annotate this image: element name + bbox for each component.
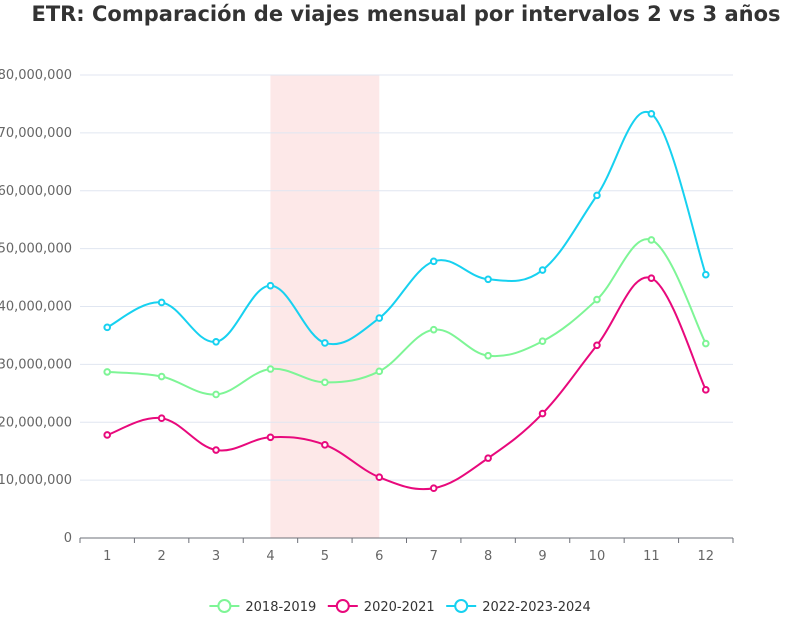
legend-marker	[335, 599, 350, 613]
data-point	[429, 257, 438, 266]
y-tick-label: 0	[64, 531, 72, 546]
data-point	[701, 339, 710, 348]
data-point	[212, 338, 220, 346]
data-point	[538, 266, 547, 274]
data-point	[593, 295, 601, 304]
data-point	[429, 484, 438, 493]
data-point	[375, 367, 384, 376]
series-line	[106, 276, 707, 491]
series-line	[106, 110, 707, 346]
x-tick-label: 1	[103, 549, 111, 564]
data-point	[647, 109, 656, 118]
data-point	[429, 325, 438, 334]
data-point	[484, 351, 492, 360]
data-point	[375, 473, 384, 482]
data-point	[103, 323, 112, 332]
legend-item: 2020-2021	[327, 599, 435, 615]
x-tick-label: 4	[266, 549, 274, 564]
y-tick-label: 20,000,000	[0, 415, 72, 430]
data-point	[593, 191, 601, 200]
legend-marker	[217, 599, 232, 613]
y-tick-label: 70,000,000	[0, 126, 72, 141]
data-point	[701, 386, 710, 394]
data-point	[321, 441, 329, 449]
data-point	[212, 390, 220, 399]
legend-label: 2018-2019	[245, 600, 316, 615]
data-point	[266, 433, 275, 442]
x-tick-label: 5	[321, 549, 329, 564]
data-point	[157, 414, 166, 422]
chart-title: ETR: Comparación de viajes mensual por i…	[31, 2, 781, 26]
data-point	[538, 409, 547, 418]
legend-item: 2022-2023-2024	[446, 599, 591, 615]
data-point	[647, 236, 656, 244]
y-tick-label: 60,000,000	[0, 184, 72, 199]
x-tick-label: 9	[538, 549, 546, 564]
series-2018-2019	[103, 236, 710, 399]
data-point	[266, 365, 275, 373]
data-point	[484, 454, 492, 462]
x-tick-label: 3	[212, 549, 220, 564]
data-point	[375, 314, 384, 322]
x-tick-label: 8	[484, 549, 492, 564]
x-tick-label: 10	[589, 549, 606, 564]
data-point	[103, 431, 112, 439]
series-2020-2021	[103, 274, 710, 493]
y-tick-label: 40,000,000	[0, 300, 72, 315]
x-tick-label: 12	[698, 549, 715, 564]
y-tick-label: 10,000,000	[0, 473, 72, 488]
data-point	[266, 281, 275, 290]
data-point	[647, 274, 656, 282]
y-tick-label: 80,000,000	[0, 68, 72, 83]
legend-label: 2020-2021	[364, 600, 435, 615]
x-tick-label: 11	[643, 549, 660, 564]
data-point	[157, 372, 166, 381]
data-point	[701, 270, 710, 279]
data-point	[321, 378, 329, 387]
data-point	[593, 341, 601, 350]
legend-marker	[454, 599, 469, 613]
data-point	[538, 337, 547, 346]
x-tick-label: 7	[430, 549, 438, 564]
y-tick-label: 50,000,000	[0, 242, 72, 257]
legend-item: 2018-2019	[209, 599, 316, 615]
series-2022-2023-2024	[103, 109, 710, 347]
y-tick-label: 30,000,000	[0, 357, 72, 372]
x-tick-label: 2	[157, 549, 165, 564]
data-point	[321, 339, 329, 347]
data-point	[157, 298, 166, 307]
series-line	[107, 238, 707, 396]
data-point	[103, 368, 112, 376]
data-point	[212, 446, 220, 454]
data-point	[484, 275, 492, 284]
x-tick-label: 6	[375, 549, 383, 564]
legend-label: 2022-2023-2024	[482, 600, 591, 615]
